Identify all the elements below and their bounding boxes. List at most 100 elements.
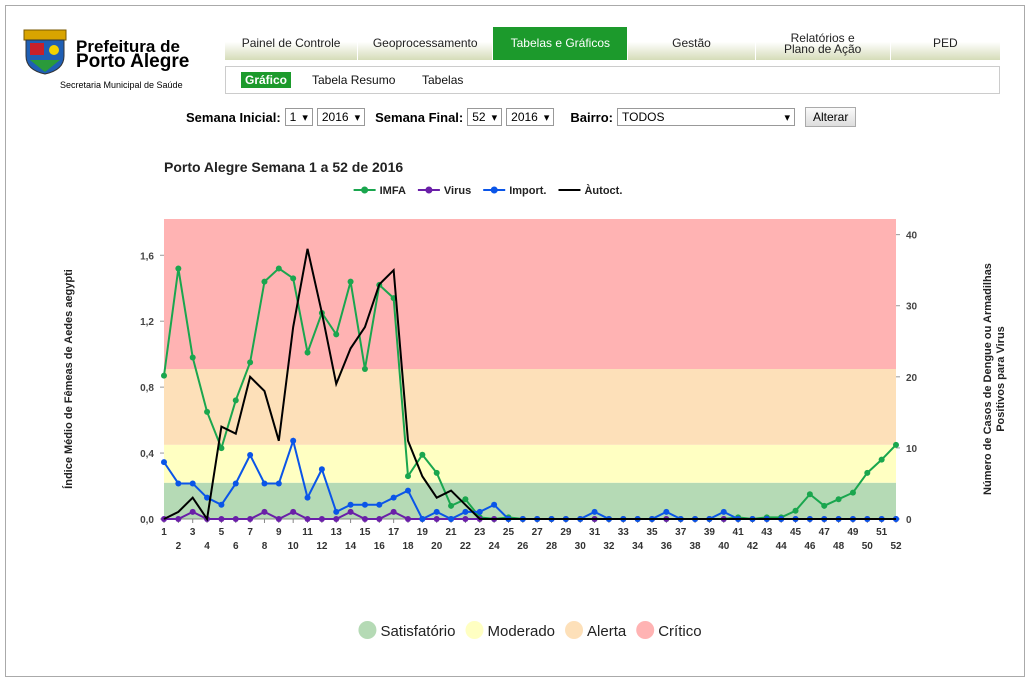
tab-label: Relatórios e Plano de Ação xyxy=(783,30,862,56)
sub-tab[interactable]: Tabela Resumo xyxy=(312,73,396,87)
point xyxy=(175,480,182,487)
label: Bairro: xyxy=(570,109,613,125)
band-legend-label: Moderado xyxy=(487,623,555,640)
point xyxy=(304,516,311,522)
x-tick-label: 50 xyxy=(862,541,874,552)
point xyxy=(878,456,885,463)
nav-tab[interactable]: Geoprocessamento xyxy=(358,27,494,60)
nav-tab[interactable]: Gestão xyxy=(628,27,756,60)
point xyxy=(405,516,411,522)
sub-tab[interactable]: Gráfico xyxy=(241,72,292,88)
nav-tab[interactable]: Tabelas e Gráficos xyxy=(493,27,629,60)
point xyxy=(290,275,297,282)
point xyxy=(304,349,311,356)
x-tick-label: 37 xyxy=(675,527,687,538)
y2-tick-label: 30 xyxy=(906,302,918,313)
band-legend-label: Alerta xyxy=(587,623,627,640)
x-tick-label: 41 xyxy=(733,527,745,538)
point xyxy=(275,516,282,522)
x-tick-label: 24 xyxy=(489,541,501,552)
tab-label: Painel de Controle xyxy=(241,36,341,50)
point xyxy=(218,445,225,452)
sub-tab[interactable]: Tabelas xyxy=(422,73,464,87)
point xyxy=(476,508,483,515)
select[interactable]: 2016 xyxy=(506,108,555,126)
point xyxy=(161,372,167,379)
x-tick-label: 48 xyxy=(833,541,845,552)
band xyxy=(164,219,896,369)
nav-tab[interactable]: Relatórios e Plano de Ação xyxy=(756,27,891,60)
x-tick-label: 31 xyxy=(589,527,601,538)
select[interactable]: 2016 xyxy=(316,108,366,126)
point xyxy=(835,496,842,503)
select[interactable]: TODOS xyxy=(617,108,795,126)
point xyxy=(821,502,828,509)
tab-label: Tabelas e Gráficos xyxy=(510,36,611,50)
chart: Porto Alegre Semana 1 a 52 de 2016 0,0 0,… xyxy=(62,159,1007,640)
select[interactable]: 1 xyxy=(284,108,313,126)
nav-tab[interactable]: Painel de Controle xyxy=(225,27,359,60)
point xyxy=(204,494,211,501)
point xyxy=(318,466,325,473)
point xyxy=(261,480,268,487)
y-axis-title: Índice Médio de Fêmeas de Aedes aegypti xyxy=(62,269,75,489)
logo-line: Prefeitura de xyxy=(76,37,180,56)
band xyxy=(164,369,896,445)
x-tick-label: 26 xyxy=(517,541,529,552)
x-tick-label: 9 xyxy=(276,527,282,538)
point xyxy=(175,265,182,272)
x-tick-label: 17 xyxy=(388,527,400,538)
x-tick-label: 30 xyxy=(575,541,587,552)
logo xyxy=(23,29,67,75)
x-tick-label: 7 xyxy=(247,527,253,538)
x-tick-label: 40 xyxy=(718,541,730,552)
x-tick-label: 18 xyxy=(402,541,414,552)
band-legend: Satisfatório Moderado Alerta Crítico xyxy=(358,621,702,640)
point xyxy=(218,516,225,522)
logo-line: Porto Alegre xyxy=(76,51,190,72)
legend-label: Virus xyxy=(444,185,471,197)
x-tick-label: 1 xyxy=(161,527,167,538)
point xyxy=(189,354,196,361)
legend-marker xyxy=(361,186,369,194)
y2-axis-title: Positivos para Virus xyxy=(995,326,1007,432)
select[interactable]: 52 xyxy=(467,108,503,126)
point xyxy=(189,480,196,487)
button[interactable]: Alterar xyxy=(805,107,857,127)
x-tick-label: 36 xyxy=(661,541,673,552)
point xyxy=(390,508,397,515)
x-tick-label: 19 xyxy=(417,527,429,538)
point xyxy=(376,501,383,508)
legend-marker xyxy=(490,186,498,194)
x-tick-label: 11 xyxy=(302,527,313,538)
point xyxy=(304,494,311,501)
x-tick-label: 27 xyxy=(532,527,544,538)
point xyxy=(318,516,325,522)
point xyxy=(361,501,368,508)
point xyxy=(218,501,225,508)
point xyxy=(390,494,397,501)
nav-bar: Painel de Controle Geoprocessamento Tabe… xyxy=(225,27,1000,60)
point xyxy=(333,331,340,338)
legend-label: Import. xyxy=(509,185,546,197)
point xyxy=(462,516,469,522)
point xyxy=(893,441,899,448)
x-tick-label: 4 xyxy=(204,541,210,552)
x-tick-label: 10 xyxy=(288,541,300,552)
point xyxy=(433,508,440,515)
legend-label: IMFA xyxy=(380,185,406,197)
point xyxy=(462,496,469,503)
x-tick-label: 14 xyxy=(345,541,357,552)
legend-label: Àutoct. xyxy=(584,184,622,197)
point xyxy=(864,469,871,476)
point xyxy=(247,452,254,459)
point xyxy=(405,473,411,480)
point xyxy=(347,278,354,285)
point xyxy=(361,516,368,522)
x-tick-label: 5 xyxy=(219,527,225,538)
label: Semana Inicial: xyxy=(186,109,281,125)
x-tick-label: 2 xyxy=(176,541,182,552)
nav-tab[interactable]: PED xyxy=(891,27,1000,60)
x-tick-label: 16 xyxy=(374,541,386,552)
